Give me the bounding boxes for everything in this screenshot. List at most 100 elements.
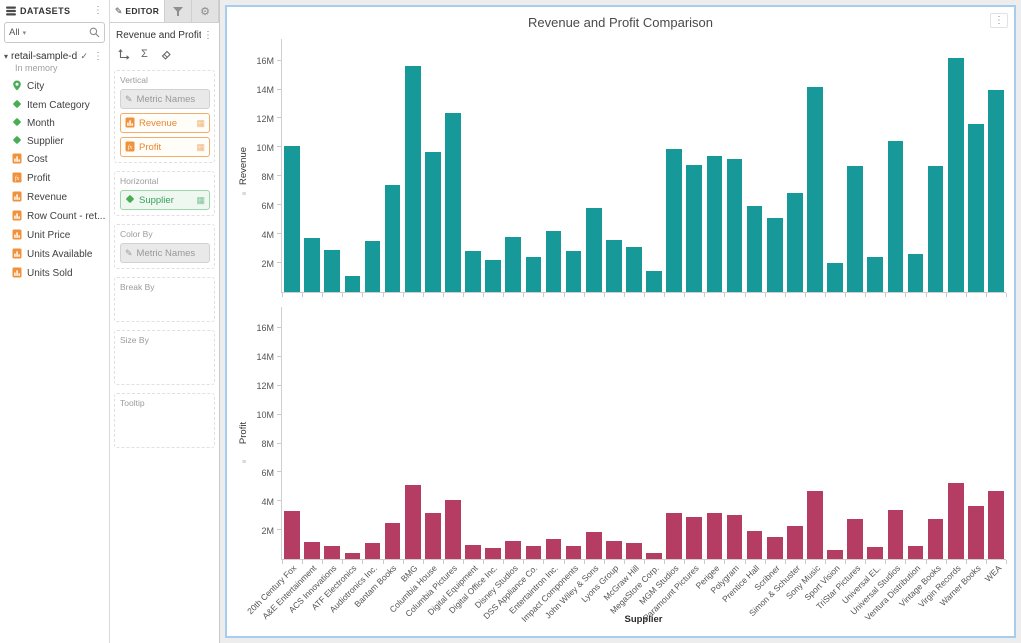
bar-revenue[interactable] (827, 262, 843, 292)
bar-profit[interactable] (867, 547, 884, 559)
grid-handle-icon[interactable]: ▦ (196, 117, 205, 128)
bar-revenue[interactable] (304, 238, 320, 292)
search-icon[interactable] (89, 27, 100, 38)
kebab-menu-icon[interactable]: ⋮ (203, 29, 213, 41)
bar-revenue[interactable] (626, 246, 642, 292)
bar-profit[interactable] (626, 543, 642, 559)
dataset-field[interactable]: Units Available (0, 245, 109, 264)
grid-handle-icon[interactable]: ▦ (196, 141, 205, 152)
bar-revenue[interactable] (686, 164, 703, 292)
bar-profit[interactable] (746, 530, 763, 559)
bar-revenue[interactable] (746, 206, 763, 292)
zone-vertical[interactable]: Vertical ✎ Metric Names Revenue ▦ fx Profit ▦ (114, 70, 215, 163)
bar-revenue[interactable] (284, 145, 300, 292)
bar-revenue[interactable] (947, 57, 964, 292)
bar-profit[interactable] (304, 541, 320, 559)
bar-profit[interactable] (807, 491, 823, 559)
bar-revenue[interactable] (605, 239, 622, 292)
bar-revenue[interactable] (706, 155, 723, 292)
dataset-type-filter[interactable]: All (9, 27, 20, 38)
chip-revenue[interactable]: Revenue ▦ (120, 113, 210, 133)
bar-revenue[interactable] (445, 112, 461, 292)
bar-revenue[interactable] (988, 89, 1004, 292)
zone-color-by[interactable]: Color By ✎ Metric Names (114, 224, 215, 269)
bar-profit[interactable] (827, 550, 843, 559)
bar-profit[interactable] (967, 505, 984, 559)
bar-revenue[interactable] (344, 275, 361, 292)
bar-revenue[interactable] (646, 271, 662, 292)
dataset-field[interactable]: City (0, 77, 109, 96)
bar-profit[interactable] (404, 485, 421, 559)
dataset-field[interactable]: Supplier (0, 132, 109, 150)
bar-revenue[interactable] (927, 165, 944, 292)
bar-revenue[interactable] (324, 249, 341, 292)
bar-revenue[interactable] (585, 207, 602, 292)
axes-icon[interactable] (117, 48, 130, 60)
eraser-icon[interactable] (159, 48, 172, 60)
bar-profit[interactable] (786, 525, 803, 559)
zone-size-by[interactable]: Size By (114, 330, 215, 385)
bar-revenue[interactable] (364, 241, 381, 292)
bar-profit[interactable] (324, 546, 341, 559)
kebab-menu-icon[interactable]: ⋮ (93, 5, 103, 16)
bar-profit[interactable] (605, 540, 622, 559)
bar-revenue[interactable] (505, 236, 522, 292)
bar-revenue[interactable] (786, 193, 803, 292)
dataset-field[interactable]: fx Profit (0, 169, 109, 188)
bar-profit[interactable] (424, 512, 441, 559)
bar-profit[interactable] (485, 548, 501, 559)
bar-revenue[interactable] (384, 184, 401, 292)
dataset-field[interactable]: Unit Price (0, 226, 109, 245)
bar-revenue[interactable] (726, 158, 743, 292)
dataset-field[interactable]: Row Count - ret... (0, 207, 109, 226)
chip-metric-names[interactable]: ✎ Metric Names (120, 243, 210, 263)
bar-profit[interactable] (344, 553, 361, 559)
bar-profit[interactable] (525, 546, 542, 559)
bar-revenue[interactable] (565, 251, 582, 292)
chip-metric-names[interactable]: ✎ Metric Names (120, 89, 210, 109)
bar-profit[interactable] (646, 552, 662, 559)
bar-profit[interactable] (465, 545, 481, 559)
zone-break-by[interactable]: Break By (114, 277, 215, 322)
bar-revenue[interactable] (967, 124, 984, 292)
visualization-container[interactable]: Revenue and Profit Comparison ⋮ Revenue ≡… (225, 5, 1016, 638)
bar-profit[interactable] (686, 517, 703, 559)
bar-profit[interactable] (988, 491, 1004, 559)
bar-revenue[interactable] (545, 230, 562, 292)
tab-filter[interactable] (165, 0, 192, 22)
zone-horizontal[interactable]: Horizontal Supplier ▦ (114, 171, 215, 216)
bar-profit[interactable] (585, 531, 602, 559)
bar-profit[interactable] (726, 515, 743, 559)
bar-profit[interactable] (947, 482, 964, 559)
bar-revenue[interactable] (424, 151, 441, 292)
bar-profit[interactable] (706, 512, 723, 559)
caret-down-icon[interactable]: ▾ (4, 52, 9, 61)
bar-profit[interactable] (565, 546, 582, 559)
bar-profit[interactable] (847, 518, 863, 559)
bar-profit[interactable] (364, 543, 381, 559)
tab-settings[interactable]: ⚙ (192, 0, 219, 22)
bar-profit[interactable] (927, 518, 944, 559)
bar-profit[interactable] (666, 512, 682, 559)
bar-profit[interactable] (545, 538, 562, 559)
bar-revenue[interactable] (887, 141, 904, 292)
bar-revenue[interactable] (465, 251, 481, 292)
chevron-down-icon[interactable]: ▾ (22, 29, 27, 37)
bar-profit[interactable] (384, 522, 401, 559)
dataset-field[interactable]: Item Category (0, 96, 109, 114)
bar-profit[interactable] (284, 511, 300, 559)
sigma-icon[interactable]: Σ (141, 48, 148, 60)
kebab-menu-icon[interactable]: ⋮ (93, 50, 103, 62)
grid-handle-icon[interactable]: ▦ (196, 194, 205, 205)
dataset-field[interactable]: Cost (0, 150, 109, 169)
zone-tooltip[interactable]: Tooltip (114, 393, 215, 448)
bar-revenue[interactable] (766, 217, 783, 292)
bar-revenue[interactable] (485, 259, 501, 292)
bar-revenue[interactable] (847, 165, 863, 292)
kebab-menu-icon[interactable]: ⋮ (990, 13, 1008, 28)
dataset-row[interactable]: ▾ retail-sample-d... ✓ ⋮ (0, 49, 109, 63)
bar-revenue[interactable] (525, 256, 542, 292)
bar-profit[interactable] (766, 536, 783, 559)
bar-revenue[interactable] (867, 256, 884, 292)
bar-profit[interactable] (505, 540, 522, 559)
